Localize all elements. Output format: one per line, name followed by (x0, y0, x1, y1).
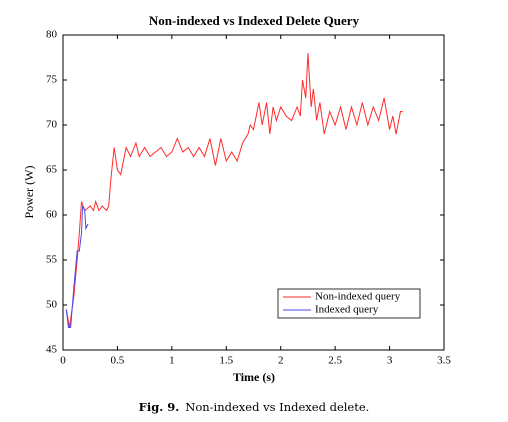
y-tick-label: 65 (46, 164, 58, 176)
y-tick-label: 50 (46, 299, 58, 311)
x-tick-label: 3.5 (437, 355, 451, 367)
x-tick-label: 2 (278, 355, 284, 367)
x-tick-label: 1 (169, 355, 175, 367)
y-tick-label: 70 (46, 119, 58, 131)
caption-label: Fig. 9. (139, 400, 180, 414)
plot-frame (62, 34, 445, 351)
y-tick-label: 75 (46, 74, 58, 86)
legend-label: Indexed query (315, 304, 379, 316)
series-line (65, 205, 89, 328)
chart-title: Non-indexed vs Indexed Delete Query (149, 13, 360, 28)
y-tick-label: 80 (46, 29, 58, 41)
y-axis-label: Power (W) (22, 166, 36, 219)
x-tick-label: 1.5 (219, 355, 233, 367)
caption-text: Non-indexed vs Indexed delete. (185, 400, 369, 414)
y-tick-label: 55 (46, 254, 58, 266)
x-tick-label: 0.5 (111, 355, 125, 367)
y-tick-label: 45 (46, 344, 58, 356)
legend-label: Non-indexed query (315, 291, 401, 303)
legend-box (277, 288, 421, 319)
x-tick-label: 2.5 (328, 355, 342, 367)
x-tick-label: 0 (60, 355, 66, 367)
caption: Fig. 9. Non-indexed vs Indexed delete. (139, 400, 370, 414)
x-axis-label: Time (s) (233, 370, 275, 384)
y-tick-label: 60 (46, 209, 58, 221)
series-line (65, 52, 403, 328)
x-tick-label: 3 (387, 355, 393, 367)
